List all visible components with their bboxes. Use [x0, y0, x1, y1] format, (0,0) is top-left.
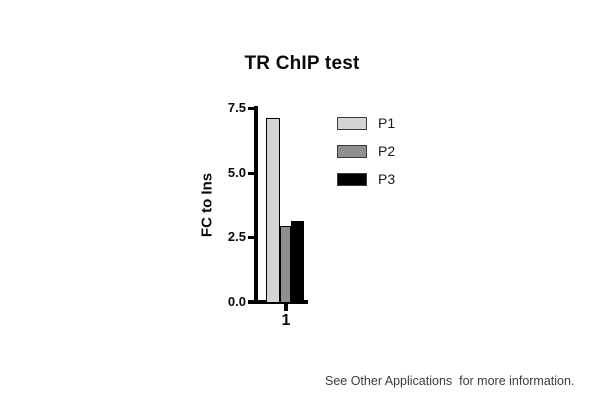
y-tick-mark	[248, 171, 254, 175]
y-tick-label: 5.0	[227, 164, 246, 180]
legend-item-p3: P3	[337, 171, 395, 187]
legend-swatch	[337, 116, 367, 130]
legend-item-p2: P2	[337, 143, 395, 159]
y-axis-label: FC to Ins	[198, 172, 216, 238]
bar-p1	[266, 118, 280, 302]
x-tick-mark	[284, 304, 288, 311]
legend-swatch	[337, 172, 367, 186]
legend-label: P3	[378, 171, 396, 187]
chart-title: TR ChIP test	[244, 53, 360, 74]
y-tick-mark	[248, 236, 254, 240]
legend-item-p1: P1	[337, 115, 395, 131]
y-tick-label: 0.0	[227, 294, 246, 309]
y-axis-line	[254, 106, 258, 304]
legend-swatch	[337, 144, 367, 158]
bar-p3	[291, 220, 304, 302]
legend-label: P2	[378, 143, 396, 159]
footer-note: See Other Applications for more informat…	[325, 374, 575, 388]
legend-label: P1	[378, 115, 396, 131]
y-tick-label: 7.5	[227, 100, 246, 115]
x-category-label: 1	[281, 312, 291, 329]
x-axis-line	[248, 300, 308, 304]
bar-p2	[280, 225, 291, 302]
y-tick-mark	[248, 107, 254, 110]
legend: P1 P2 P3	[337, 115, 395, 199]
y-tick-label: 2.5	[227, 229, 246, 245]
